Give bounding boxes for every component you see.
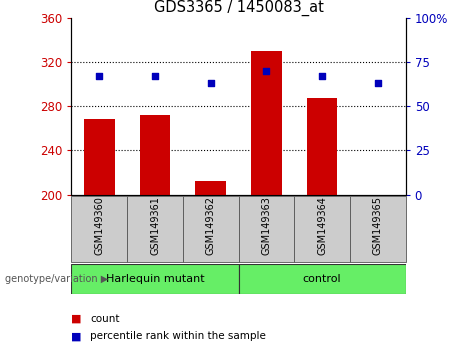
Bar bbox=[195, 181, 226, 195]
Text: GSM149361: GSM149361 bbox=[150, 196, 160, 255]
Text: ■: ■ bbox=[71, 331, 82, 341]
Point bbox=[151, 73, 159, 79]
Bar bbox=[71, 196, 127, 262]
Bar bbox=[350, 196, 406, 262]
Text: count: count bbox=[90, 314, 119, 324]
Text: GSM149362: GSM149362 bbox=[206, 196, 216, 256]
Text: Harlequin mutant: Harlequin mutant bbox=[106, 274, 204, 284]
Bar bbox=[238, 196, 294, 262]
Title: GDS3365 / 1450083_at: GDS3365 / 1450083_at bbox=[154, 0, 324, 16]
Bar bbox=[294, 196, 350, 262]
Point bbox=[263, 68, 270, 74]
Text: GSM149364: GSM149364 bbox=[317, 196, 327, 255]
Point bbox=[319, 73, 326, 79]
Text: control: control bbox=[303, 274, 342, 284]
Bar bbox=[140, 115, 170, 195]
Point bbox=[95, 73, 103, 79]
Bar bbox=[71, 264, 239, 294]
Bar bbox=[238, 264, 406, 294]
Point bbox=[207, 80, 214, 86]
Text: genotype/variation ▶: genotype/variation ▶ bbox=[5, 274, 108, 284]
Text: GSM149360: GSM149360 bbox=[95, 196, 104, 255]
Bar bbox=[251, 51, 282, 195]
Text: percentile rank within the sample: percentile rank within the sample bbox=[90, 331, 266, 341]
Text: GSM149363: GSM149363 bbox=[261, 196, 272, 255]
Point bbox=[374, 80, 382, 86]
Bar bbox=[127, 196, 183, 262]
Bar bbox=[183, 196, 238, 262]
Text: GSM149365: GSM149365 bbox=[373, 196, 383, 256]
Text: ■: ■ bbox=[71, 314, 82, 324]
Bar bbox=[307, 98, 337, 195]
Bar bbox=[84, 120, 115, 195]
